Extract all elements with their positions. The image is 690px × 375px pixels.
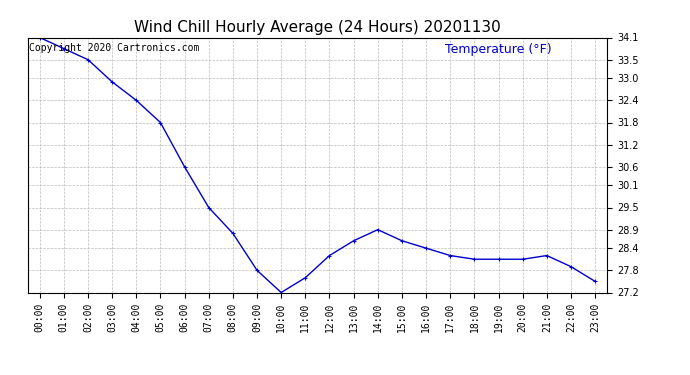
Title: Wind Chill Hourly Average (24 Hours) 20201130: Wind Chill Hourly Average (24 Hours) 202…	[134, 20, 501, 35]
Text: Temperature (°F): Temperature (°F)	[445, 43, 551, 56]
Text: Copyright 2020 Cartronics.com: Copyright 2020 Cartronics.com	[29, 43, 199, 52]
